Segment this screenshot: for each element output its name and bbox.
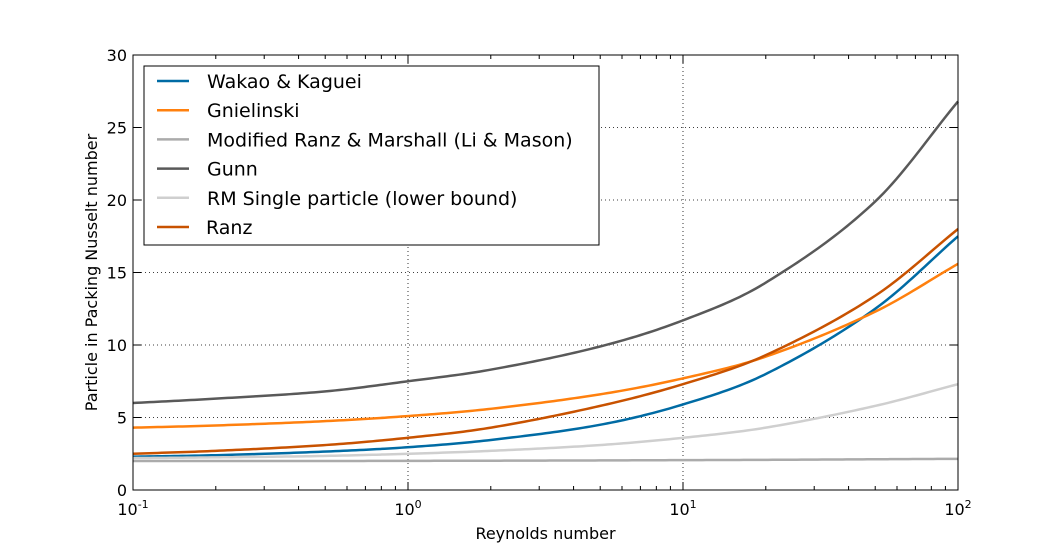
series-line (132, 382, 959, 460)
series-line (133, 457, 959, 463)
x-tick-labels: 10-1 100 101 102 (117, 498, 971, 519)
plot-frame (132, 54, 959, 491)
series-line (132, 228, 959, 455)
y-tick-label: 20 (107, 191, 127, 210)
legend-label: Wakao & Kaguei (207, 71, 362, 93)
y-tick-label: 0 (117, 481, 127, 500)
legend: Wakao & Kaguei Gnielinski Modified Ranz & … (143, 65, 600, 246)
series-line (132, 262, 959, 429)
legend-label: RM Single particle (lower bound) (207, 188, 517, 210)
y-tick-labels: 0 5 10 15 20 25 30 (107, 46, 127, 500)
legend-box (143, 65, 600, 246)
x-tick-label: 102 (944, 498, 971, 519)
series-lines (132, 100, 959, 463)
x-tick-label: 100 (394, 498, 421, 519)
x-tick-label: 101 (669, 498, 696, 519)
legend-label: Ranz (206, 217, 252, 239)
series-line (132, 100, 959, 405)
legend-label: Gnielinski (207, 100, 300, 122)
y-tick-label: 25 (107, 119, 127, 138)
y-axis-label: Particle in Packing Nusselt number (82, 133, 101, 411)
legend-label: Modified Ranz & Marshall (Li & Mason) (207, 129, 573, 151)
y-tick-label: 15 (107, 264, 127, 283)
y-tick-label: 5 (117, 409, 127, 428)
y-tick-label: 10 (107, 336, 127, 355)
x-tick-label: 10-1 (117, 498, 148, 519)
y-tick-label: 30 (107, 46, 127, 65)
series-line (132, 235, 959, 458)
x-axis-label: Reynolds number (475, 524, 616, 543)
legend-label: Gunn (207, 159, 258, 181)
